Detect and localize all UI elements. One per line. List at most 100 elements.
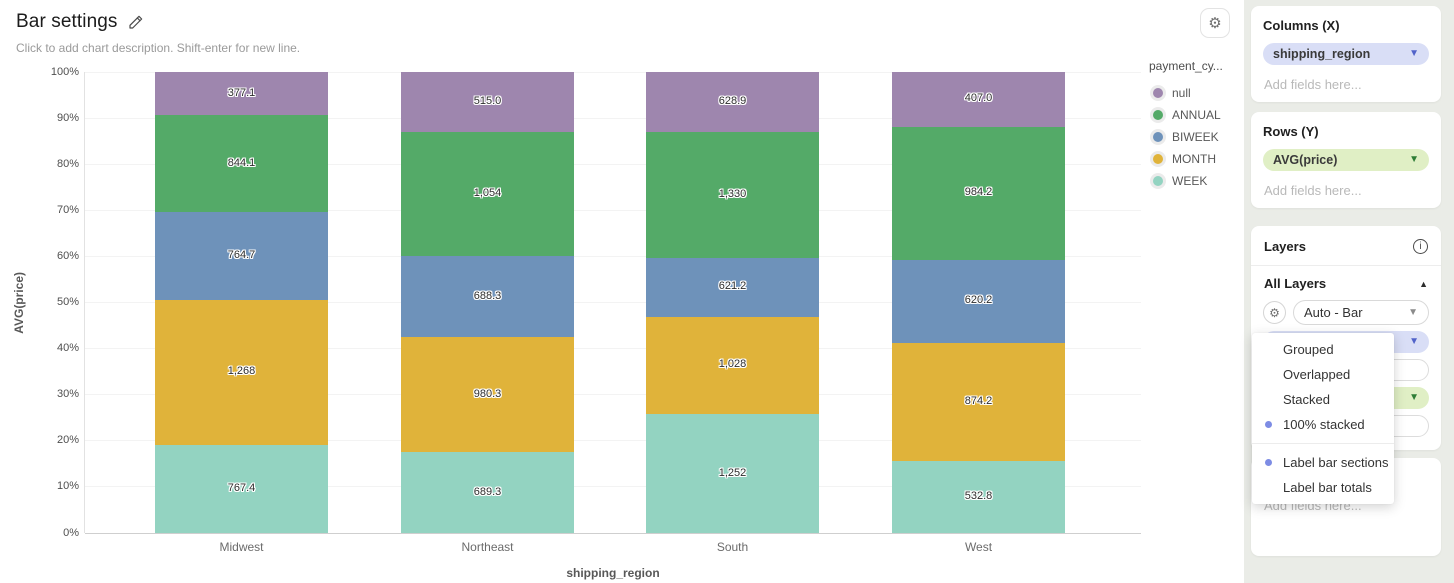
chevron-up-icon[interactable]: ▲	[1419, 278, 1428, 289]
legend-item-month: MONTH	[1149, 148, 1241, 170]
gridline	[85, 440, 1141, 442]
gridline	[85, 394, 1141, 396]
legend-label: null	[1172, 86, 1191, 100]
rows-field-label: AVG(price)	[1273, 153, 1338, 167]
rows-y-panel: Rows (Y) AVG(price) ▼ Add fields here...	[1251, 112, 1441, 208]
y-tick-label: 70%	[56, 203, 79, 216]
bar-segment-annual	[401, 132, 574, 257]
edit-title-pencil-icon[interactable]	[128, 14, 144, 30]
columns-add-fields[interactable]: Add fields here...	[1264, 77, 1362, 92]
bar-segment-null	[155, 72, 328, 116]
bar-value-label: 1,054	[473, 187, 502, 200]
bar-value-label: 1,268	[227, 365, 256, 378]
chevron-down-icon: ▼	[1408, 306, 1418, 318]
chevron-down-icon: ▼	[1409, 48, 1419, 59]
y-axis-title: AVG(price)	[12, 271, 26, 334]
selected-dot-icon	[1265, 459, 1272, 466]
menu-item-overlapped[interactable]: Overlapped	[1252, 362, 1394, 387]
bar-value-label: 515.0	[473, 95, 502, 108]
bar-segment-month	[401, 336, 574, 453]
bar-segment-week	[155, 445, 328, 533]
bar-segment-week	[646, 414, 819, 533]
menu-item-stacked[interactable]: Stacked	[1252, 387, 1394, 412]
menu-item-label: Label bar sections	[1283, 455, 1389, 470]
layer-type-select[interactable]: Auto - Bar ▼	[1293, 300, 1429, 325]
layer-gear-icon[interactable]: ⚙	[1263, 301, 1286, 324]
info-icon[interactable]: i	[1413, 239, 1428, 254]
legend-label: BIWEEK	[1172, 130, 1219, 144]
gridline	[85, 302, 1141, 303]
gridline	[85, 348, 1141, 350]
bar-value-label: 1,028	[718, 358, 747, 371]
bar-segment-annual	[646, 131, 819, 258]
selected-dot-icon	[1265, 421, 1272, 428]
rows-add-fields[interactable]: Add fields here...	[1264, 183, 1362, 198]
menu-item-100-stacked[interactable]: 100% stacked	[1252, 412, 1394, 437]
menu-item-label: Label bar totals	[1283, 480, 1372, 495]
y-tick-label: 90%	[56, 111, 79, 124]
legend-item-biweek: BIWEEK	[1149, 126, 1241, 148]
columns-x-panel: Columns (X) shipping_region ▼ Add fields…	[1251, 6, 1441, 102]
bar-value-label: 764.7	[227, 248, 256, 261]
legend-item-null: null	[1149, 82, 1241, 104]
bar-value-label: 377.1	[227, 86, 256, 99]
plot-area: 0% 10% 20% 30% 40% 50% 60% 70% 80% 90% 100% 377.1 84…	[51, 66, 1141, 554]
legend-item-week: WEEK	[1149, 170, 1241, 192]
legend-dot-icon	[1153, 154, 1163, 164]
gridline	[85, 117, 1141, 119]
bar-segment-month	[155, 299, 328, 446]
divider	[1252, 443, 1394, 444]
bar-value-label: 984.2	[964, 186, 993, 199]
legend: payment_cy... null ANNUAL BIWEEK MONTH WEEK	[1149, 59, 1241, 192]
legend-label: MONTH	[1172, 152, 1216, 166]
bar-segment-annual	[892, 126, 1065, 260]
bar-segment-biweek	[646, 257, 819, 317]
chart-title[interactable]: Bar settings	[16, 11, 118, 32]
rows-field-pill[interactable]: AVG(price) ▼	[1263, 149, 1429, 171]
menu-item-label-bar-totals[interactable]: Label bar totals	[1252, 475, 1394, 500]
menu-item-label-bar-sections[interactable]: Label bar sections	[1252, 450, 1394, 475]
bar-value-label: 688.3	[473, 289, 502, 302]
legend-item-annual: ANNUAL	[1149, 104, 1241, 126]
bar-segment-month	[646, 316, 819, 415]
gridline	[85, 163, 1141, 165]
bar-value-label: 844.1	[227, 156, 256, 169]
x-tick-label: South	[716, 540, 749, 554]
y-tick-label: 0%	[63, 526, 79, 539]
layers-title: Layers	[1264, 239, 1306, 254]
gridline	[85, 486, 1141, 488]
menu-item-label: Stacked	[1283, 392, 1330, 407]
gridline	[85, 255, 1141, 257]
rows-y-title: Rows (Y)	[1263, 124, 1319, 139]
chevron-down-icon: ▼	[1409, 154, 1419, 165]
legend-dot-icon	[1153, 176, 1163, 186]
bar-segment-biweek	[155, 211, 328, 300]
bar-segment-month	[892, 343, 1065, 462]
bar-value-label: 1,330	[718, 187, 747, 200]
legend-label: ANNUAL	[1172, 108, 1221, 122]
bar-value-label: 621.2	[718, 280, 747, 293]
y-tick-label: 50%	[56, 296, 79, 308]
columns-x-title: Columns (X)	[1263, 18, 1340, 33]
bar-value-label: 1,252	[718, 466, 747, 479]
legend-dot-icon	[1153, 110, 1163, 120]
gridline	[85, 209, 1141, 211]
x-tick-label: Northeast	[461, 540, 514, 554]
menu-item-grouped[interactable]: Grouped	[1252, 337, 1394, 362]
x-axis-title: shipping_region	[566, 566, 660, 580]
menu-item-label: 100% stacked	[1283, 417, 1365, 432]
bar-style-dropdown-menu: Grouped Overlapped Stacked 100% stacked Labe…	[1252, 333, 1394, 504]
legend-dot-icon	[1153, 88, 1163, 98]
chart-settings-gear-icon[interactable]: ⚙	[1200, 8, 1230, 38]
menu-item-label: Overlapped	[1283, 367, 1351, 382]
legend-title: payment_cy...	[1149, 59, 1223, 73]
bar-value-label: 407.0	[964, 92, 993, 105]
y-tick-label: 80%	[56, 157, 79, 170]
bar-segment-biweek	[892, 259, 1065, 344]
bar-segment-null	[401, 72, 574, 133]
chart-description-placeholder[interactable]: Click to add chart description. Shift-en…	[16, 41, 301, 55]
bar-value-label: 532.8	[964, 490, 993, 503]
x-tick-label: Midwest	[219, 540, 264, 554]
columns-field-pill[interactable]: shipping_region ▼	[1263, 43, 1429, 65]
y-tick-label: 100%	[50, 65, 79, 78]
